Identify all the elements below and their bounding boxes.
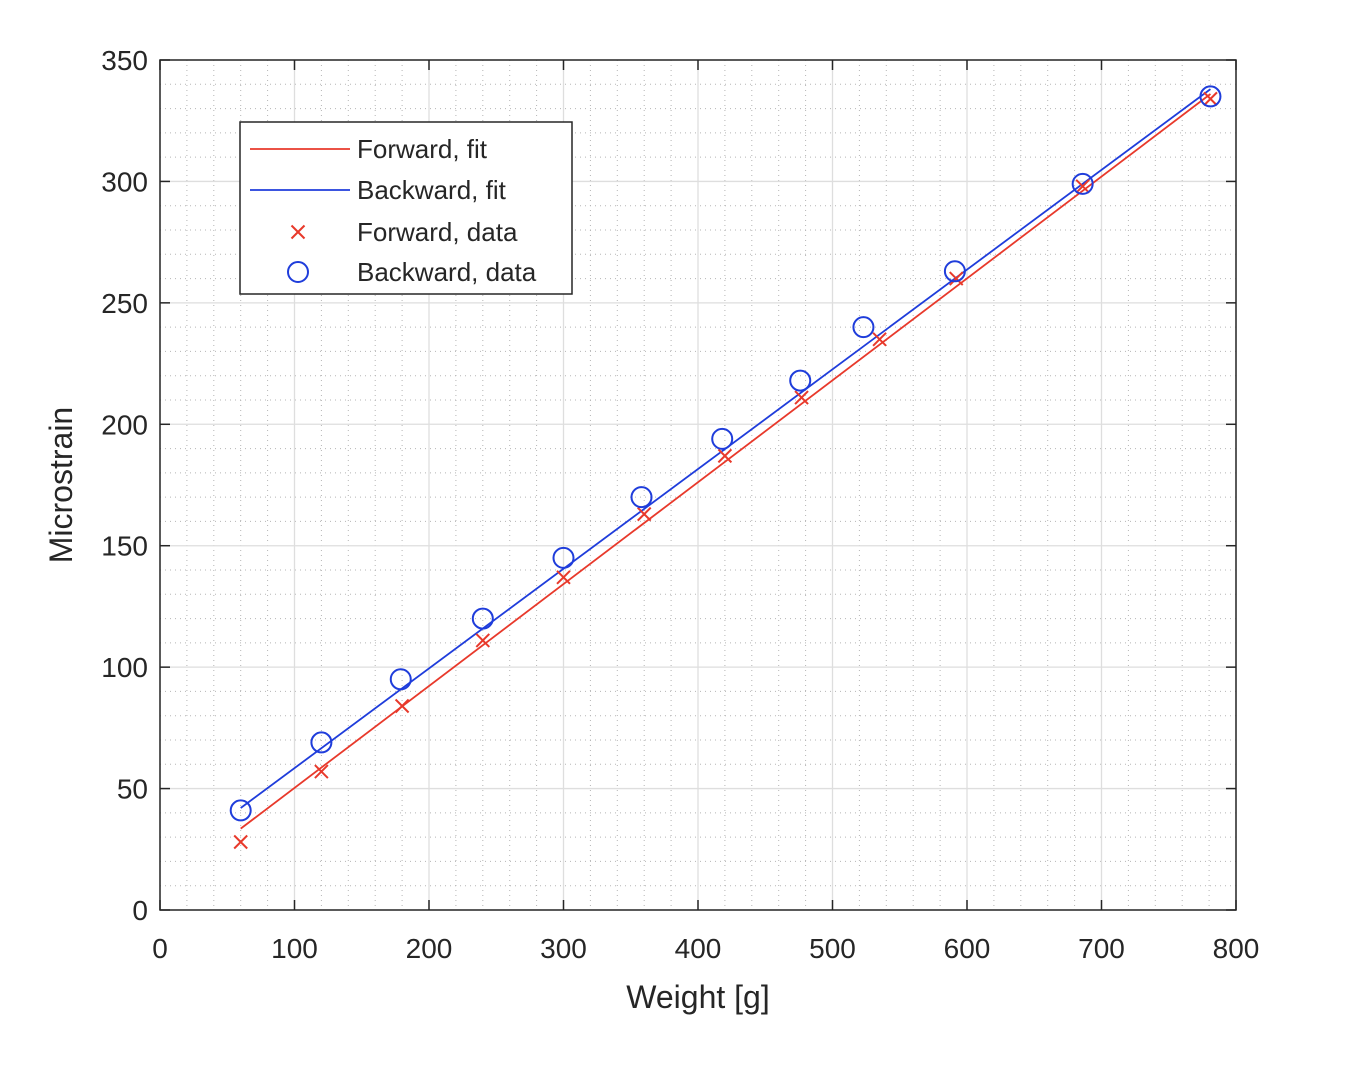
x-marker-stroke	[872, 332, 887, 347]
x-tick-label: 700	[1078, 933, 1125, 964]
legend-box	[239, 121, 573, 295]
x-marker-stroke	[636, 506, 652, 522]
backward-data-point	[1071, 172, 1094, 195]
backward-data-point	[943, 260, 966, 283]
forward-data-point	[556, 570, 571, 585]
legend-label: Forward, data	[357, 217, 518, 247]
forward-data-point	[1203, 91, 1218, 107]
x-tick-label: 400	[675, 933, 722, 964]
x-marker-stroke	[1203, 91, 1218, 107]
backward-data-point	[310, 731, 333, 754]
y-tick-label: 0	[132, 895, 148, 926]
forward-data-point	[872, 332, 887, 347]
x-marker-stroke	[949, 271, 964, 286]
x-marker-stroke	[314, 764, 329, 779]
series-layer	[229, 85, 1222, 850]
legend-item-forward-fit: Forward, fit	[250, 134, 488, 164]
x-marker-stroke	[290, 224, 306, 240]
x-tick-label: 0	[152, 933, 168, 964]
backward-data-point	[789, 369, 812, 392]
legend-x-swatch	[290, 224, 306, 240]
backward-data-point	[471, 607, 494, 630]
x-tick-label: 600	[944, 933, 991, 964]
backward-data-point	[552, 546, 575, 569]
legend-item-forward-data: Forward, data	[290, 217, 518, 247]
x-marker-stroke	[475, 633, 491, 648]
forward-data-point	[475, 633, 491, 648]
backward-data-point	[229, 799, 252, 822]
x-tick-label: 800	[1213, 933, 1260, 964]
x-tick-label: 200	[406, 933, 453, 964]
x-marker-stroke	[717, 448, 733, 464]
backward-data-point	[852, 316, 875, 339]
x-marker-stroke	[233, 834, 248, 850]
forward-data-point	[1075, 179, 1090, 194]
legend-label: Backward, data	[357, 257, 537, 287]
forward-data-point	[794, 390, 809, 405]
y-tick-label: 350	[101, 45, 148, 76]
x-tick-label: 100	[271, 933, 318, 964]
legend: Forward, fit Backward, fit Forward, data Ba…	[239, 121, 573, 295]
minor-grid	[160, 60, 1236, 910]
y-tick-label: 100	[101, 652, 148, 683]
backward-data-point	[630, 486, 653, 509]
backward-data-point	[389, 668, 412, 691]
forward-data-point	[394, 698, 410, 714]
x-marker-stroke	[556, 570, 571, 585]
forward-data-point	[233, 834, 248, 850]
forward-data-point	[314, 764, 329, 779]
axis-ticks: 0 100 200 300 400 500 600 700 800 0 50 100 150 200 250…	[101, 45, 1259, 964]
x-marker-stroke	[794, 390, 809, 405]
legend-circle-swatch	[287, 261, 309, 283]
y-tick-label: 200	[101, 409, 148, 440]
legend-item-backward-data: Backward, data	[287, 257, 537, 287]
forward-data-point	[717, 448, 733, 464]
x-tick-label: 500	[809, 933, 856, 964]
x-tick-label: 300	[540, 933, 587, 964]
forward-data-point	[949, 271, 964, 286]
legend-label: Forward, fit	[357, 134, 488, 164]
x-axis-label: Weight [g]	[626, 979, 769, 1015]
y-tick-label: 50	[117, 774, 148, 805]
y-tick-label: 250	[101, 288, 148, 319]
x-marker-stroke	[1075, 179, 1090, 194]
y-axis-label: Microstrain	[43, 407, 79, 563]
backward-data-point	[711, 427, 734, 450]
y-tick-label: 150	[101, 531, 148, 562]
forward-data-point	[636, 506, 652, 522]
legend-item-backward-fit: Backward, fit	[250, 175, 507, 205]
legend-label: Backward, fit	[357, 175, 507, 205]
x-marker-stroke	[394, 698, 410, 714]
y-tick-label: 300	[101, 166, 148, 197]
backward-data-point	[1199, 85, 1222, 108]
